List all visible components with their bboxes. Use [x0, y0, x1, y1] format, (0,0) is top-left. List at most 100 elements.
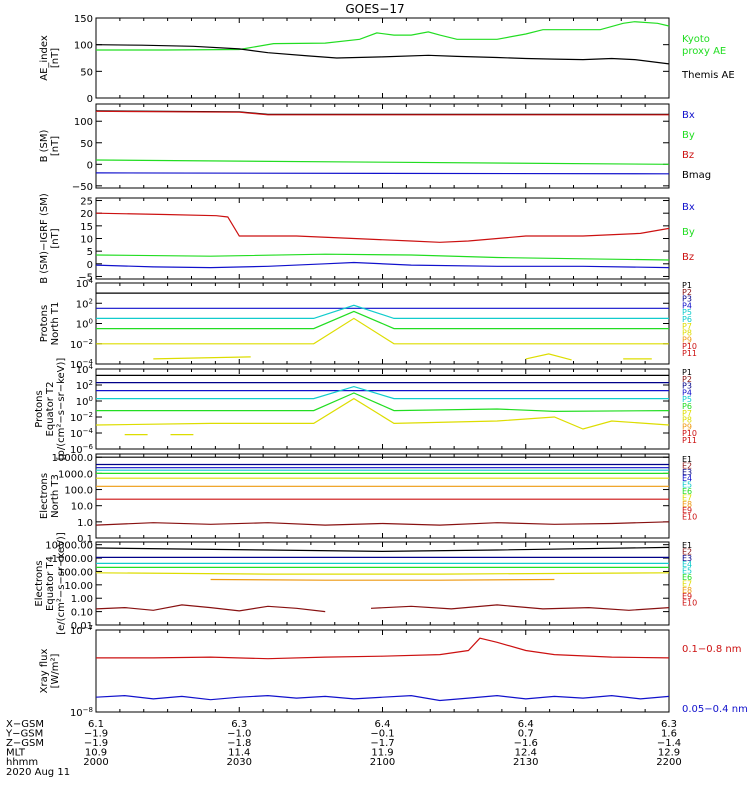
legend-entry: By — [682, 130, 695, 141]
legend-entry: Bx — [682, 202, 695, 213]
y-axis-label: [e/(cm²−s−sr−keV)] — [56, 532, 67, 635]
y-tick-label: 10−7 — [70, 624, 93, 637]
series-line — [210, 578, 555, 581]
x-row-value: −1.9 — [84, 729, 108, 740]
x-row-value: −1.4 — [657, 738, 681, 749]
y-axis-label: Electrons — [34, 560, 45, 606]
series-line — [96, 637, 670, 660]
x-row-value: 12.4 — [515, 748, 537, 759]
x-row-value: 1.6 — [661, 729, 677, 740]
series-line — [95, 521, 670, 526]
chart-title: GOES−17 — [345, 2, 404, 16]
y-tick-label: −5 — [78, 272, 93, 283]
y-axis-label: Xray flux — [39, 649, 50, 694]
y-tick-label: 100 — [76, 318, 93, 331]
x-row-value: −1.6 — [514, 738, 538, 749]
y-tick-label: 1000.0 — [58, 469, 93, 480]
x-row-value: −1.9 — [84, 738, 108, 749]
y-tick-label: 10−2 — [70, 338, 93, 351]
legend-entry: E5 — [682, 481, 692, 490]
y-tick-label: 10000.00 — [45, 541, 93, 552]
legend-entry: Themis AE — [681, 70, 735, 81]
series-line — [96, 385, 669, 400]
series-line — [96, 310, 669, 330]
series-line — [96, 392, 670, 413]
series-line — [96, 304, 669, 319]
y-tick-label: 104 — [76, 363, 94, 376]
y-axis-label: Electrons — [39, 473, 50, 519]
legend-entry: E9 — [682, 592, 692, 601]
y-tick-label: 0 — [87, 260, 93, 271]
legend-entry: E7 — [682, 579, 692, 588]
legend-entry: P8 — [682, 416, 692, 425]
y-tick-label: −50 — [72, 182, 93, 193]
legend-entry: P7 — [682, 322, 692, 331]
y-axis-label: Equator T2 — [45, 382, 56, 437]
y-tick-label: 100 — [74, 117, 93, 128]
legend-entry: P2 — [682, 375, 692, 384]
y-tick-label: 150 — [74, 14, 93, 25]
series-line — [95, 44, 670, 65]
y-tick-label: 5 — [87, 247, 93, 258]
y-axis-label: [nT] — [50, 48, 61, 68]
legend-entry: P11 — [682, 436, 697, 445]
y-tick-label: 50 — [80, 139, 93, 150]
y-axis-label: [nT] — [50, 228, 61, 248]
legend-entry: P5 — [682, 395, 692, 404]
legend-entry: P9 — [682, 335, 692, 344]
legend-entry: E9 — [682, 506, 692, 515]
y-tick-label: 100.00 — [58, 567, 93, 578]
x-axis-annotation: X−GSM 6.1 6.3 6.4 6.4 6.3 Y−GSM −1.9 −1.0 −0.1 0.7… — [5, 719, 682, 768]
legend-entry: 0.05−0.4 nm — [682, 704, 748, 715]
y-tick-label: 1.0 — [77, 518, 93, 529]
panel-xray: 10−8 10−7 Xray flux [W/m²] 0.1−0.8 nm 0.05−0.… — [39, 624, 748, 719]
x-row-value: 6.3 — [231, 719, 247, 730]
y-axis-label: B (SM) — [39, 129, 50, 162]
panel-frame — [95, 629, 670, 713]
x-row-value: 0.7 — [518, 729, 534, 740]
legend-entry: E6 — [682, 487, 692, 496]
legend-entry: Bx — [682, 110, 695, 121]
legend-entry: P6 — [682, 402, 692, 411]
y-tick-label: 15 — [80, 222, 93, 233]
panel-frame — [95, 541, 670, 626]
x-row-value: 11.9 — [371, 748, 393, 759]
series-line — [95, 694, 670, 702]
legend-entry: P11 — [682, 349, 697, 358]
y-tick-label: 25 — [80, 197, 93, 208]
x-row-label: hhmm — [6, 757, 38, 768]
series-line — [95, 110, 669, 116]
y-tick-label: 10−8 — [70, 706, 93, 719]
y-tick-label: 100.0 — [64, 486, 93, 497]
legend-entry: P5 — [682, 308, 692, 317]
y-tick-label: 0.10 — [71, 608, 93, 619]
series-line — [95, 159, 670, 165]
y-axis-label: [W/m²] — [50, 653, 61, 688]
legend-entry: E10 — [682, 513, 697, 522]
legend-entry: 0.1−0.8 nm — [682, 644, 741, 655]
y-axis-label: B (SM)−IGRF (SM) — [39, 193, 50, 284]
legend-entry: E1 — [682, 455, 692, 464]
x-row-value: 6.4 — [518, 719, 534, 730]
x-row-value: −1.7 — [370, 738, 394, 749]
y-tick-label: 10.00 — [64, 581, 93, 592]
y-tick-label: 104 — [76, 277, 94, 290]
y-axis-label: [nT] — [50, 136, 61, 156]
legend-entry: P4 — [682, 388, 692, 397]
x-row-label: X−GSM — [6, 719, 44, 730]
legend-entry: P10 — [682, 342, 697, 351]
y-tick-label: 102 — [76, 297, 93, 310]
y-axis-label: Equator T4 — [45, 556, 56, 611]
x-row-value: 2030 — [227, 757, 252, 768]
legend-entry: E8 — [682, 586, 692, 595]
series-line — [95, 604, 326, 613]
legend-entry: proxy AE — [682, 46, 726, 57]
x-row-value: 12.9 — [658, 748, 680, 759]
y-tick-label: 50 — [80, 67, 93, 78]
series-line — [96, 21, 670, 51]
y-tick-label: 10−2 — [70, 411, 93, 424]
